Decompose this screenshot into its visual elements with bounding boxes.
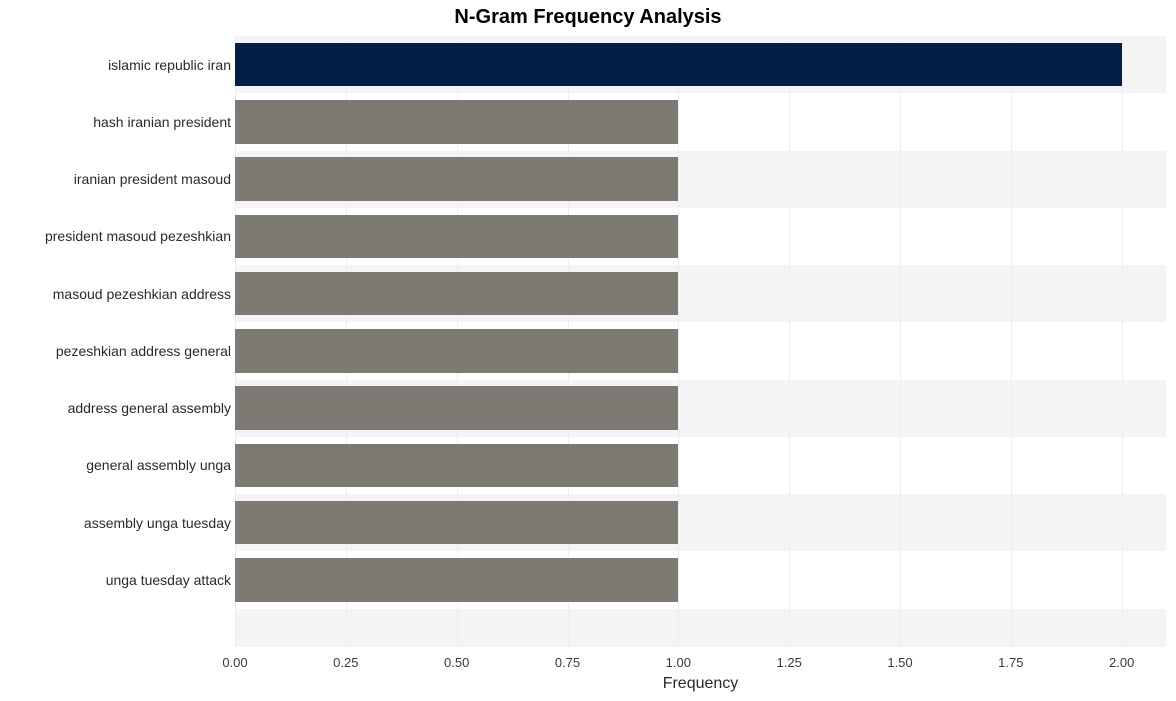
x-tick-label: 0.75: [555, 655, 580, 670]
y-tick-label: pezeshkian address general: [0, 343, 231, 359]
gridline: [678, 36, 679, 647]
y-tick-label: iranian president masoud: [0, 171, 231, 187]
gridline: [1011, 36, 1012, 647]
y-tick-label: president masoud pezeshkian: [0, 228, 231, 244]
x-tick-label: 1.75: [998, 655, 1023, 670]
y-tick-label: hash iranian president: [0, 114, 231, 130]
x-tick-label: 0.25: [333, 655, 358, 670]
bar: [235, 558, 678, 602]
bar: [235, 386, 678, 430]
x-tick-label: 1.25: [777, 655, 802, 670]
bar: [235, 43, 1122, 87]
gridline: [789, 36, 790, 647]
x-tick-label: 1.50: [887, 655, 912, 670]
y-tick-label: masoud pezeshkian address: [0, 286, 231, 302]
y-tick-label: islamic republic iran: [0, 57, 231, 73]
bar: [235, 272, 678, 316]
bar: [235, 100, 678, 144]
bar: [235, 444, 678, 488]
bar: [235, 501, 678, 545]
gridline: [900, 36, 901, 647]
x-axis-title: Frequency: [663, 675, 739, 693]
gridline: [1122, 36, 1123, 647]
y-tick-label: unga tuesday attack: [0, 572, 231, 588]
y-tick-label: address general assembly: [0, 400, 231, 416]
plot-area: [235, 36, 1166, 647]
bar: [235, 215, 678, 259]
chart-title: N-Gram Frequency Analysis: [0, 6, 1176, 29]
y-tick-label: assembly unga tuesday: [0, 515, 231, 531]
x-tick-label: 1.00: [666, 655, 691, 670]
x-tick-label: 0.00: [222, 655, 247, 670]
bar: [235, 157, 678, 201]
x-tick-label: 2.00: [1109, 655, 1134, 670]
x-tick-label: 0.50: [444, 655, 469, 670]
grid-stripe: [235, 609, 1166, 647]
bar: [235, 329, 678, 373]
y-tick-label: general assembly unga: [0, 457, 231, 473]
